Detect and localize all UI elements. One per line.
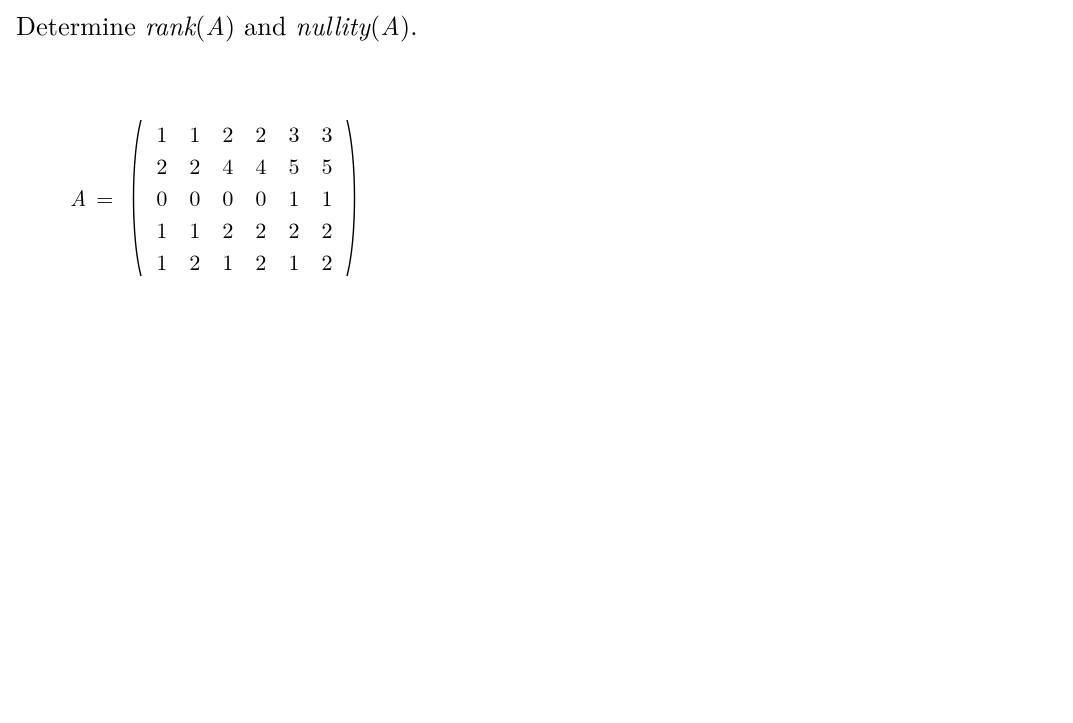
matrix-cell: 1 <box>211 246 244 278</box>
matrix: 1 1 2 2 3 3 2 2 4 4 5 5 0 0 <box>127 118 361 278</box>
matrix-cell: 5 <box>277 150 310 182</box>
nullity-arg-open: ( <box>370 6 380 43</box>
nullity-term: nullity <box>296 6 371 43</box>
matrix-equation: A = 1 1 2 2 3 3 2 2 <box>70 118 1057 278</box>
table-row: 1 1 2 2 3 3 <box>145 118 343 150</box>
matrix-cell: 2 <box>178 246 211 278</box>
table-row: 2 2 4 4 5 5 <box>145 150 343 182</box>
lhs-var: A <box>70 182 86 213</box>
matrix-cell: 2 <box>178 150 211 182</box>
matrix-cell: 0 <box>244 182 277 214</box>
matrix-cell: 1 <box>310 182 343 214</box>
matrix-grid: 1 1 2 2 3 3 2 2 4 4 5 5 0 0 <box>145 118 343 278</box>
matrix-cell: 2 <box>145 150 178 182</box>
matrix-cell: 2 <box>310 214 343 246</box>
rank-arg-var: A <box>205 6 225 43</box>
nullity-arg-var: A <box>380 6 400 43</box>
rank-arg-open: ( <box>195 6 205 43</box>
matrix-cell: 2 <box>244 214 277 246</box>
matrix-cell: 5 <box>310 150 343 182</box>
nullity-arg-close: ) <box>400 6 410 43</box>
matrix-cell: 2 <box>211 214 244 246</box>
matrix-cell: 1 <box>145 246 178 278</box>
question-prefix: Determine <box>16 6 145 43</box>
matrix-cell: 2 <box>211 118 244 150</box>
right-paren-icon <box>343 118 361 278</box>
matrix-cell: 2 <box>244 246 277 278</box>
equals-sign: = <box>96 182 113 213</box>
rank-arg-close: ) <box>225 6 235 43</box>
table-row: 1 1 2 2 2 2 <box>145 214 343 246</box>
matrix-cell: 4 <box>244 150 277 182</box>
question-suffix: . <box>410 6 417 43</box>
matrix-cell: 0 <box>211 182 244 214</box>
matrix-cell: 0 <box>178 182 211 214</box>
page: Determine rank(A) and nullity(A). A = 1 … <box>0 0 1073 286</box>
matrix-cell: 1 <box>145 118 178 150</box>
matrix-cell: 4 <box>211 150 244 182</box>
table-row: 1 2 1 2 1 2 <box>145 246 343 278</box>
matrix-cell: 2 <box>244 118 277 150</box>
table-row: 0 0 0 0 1 1 <box>145 182 343 214</box>
left-paren-icon <box>127 118 145 278</box>
question-conj: and <box>235 6 295 43</box>
matrix-cell: 3 <box>310 118 343 150</box>
matrix-cell: 3 <box>277 118 310 150</box>
matrix-cell: 1 <box>277 246 310 278</box>
matrix-cell: 2 <box>277 214 310 246</box>
matrix-cell: 1 <box>277 182 310 214</box>
matrix-cell: 1 <box>178 118 211 150</box>
question-text: Determine rank(A) and nullity(A). <box>16 8 1057 42</box>
equation-lhs: A = <box>70 182 117 213</box>
matrix-cell: 2 <box>310 246 343 278</box>
rank-term: rank <box>145 6 195 43</box>
matrix-cell: 1 <box>178 214 211 246</box>
matrix-cell: 1 <box>145 214 178 246</box>
matrix-cell: 0 <box>145 182 178 214</box>
